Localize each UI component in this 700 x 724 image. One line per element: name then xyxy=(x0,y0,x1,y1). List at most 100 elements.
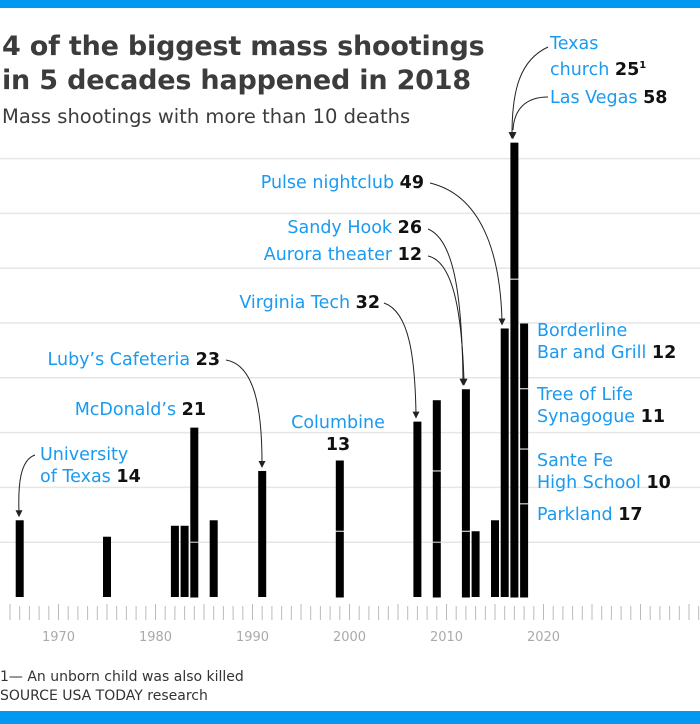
footnote-marker: 1 xyxy=(639,60,647,71)
annotation-tree-of-life: Tree of Life Synagogue 11 xyxy=(537,384,665,428)
bar-segment xyxy=(190,427,199,542)
annotation-arrow xyxy=(429,182,503,321)
label-name: church xyxy=(550,60,610,80)
arrowhead-icon xyxy=(15,510,23,518)
label-value: 21 xyxy=(181,400,206,420)
label-value: 26 xyxy=(397,218,422,238)
bar-segment xyxy=(461,389,470,531)
annotation-parkland: Parkland 17 xyxy=(537,504,643,526)
annotation-mcdonalds: McDonald’s 21 xyxy=(75,399,206,421)
title-line-1: 4 of the biggest mass shootings xyxy=(2,31,485,62)
arrowhead-icon xyxy=(412,411,420,419)
bar-segment xyxy=(103,536,111,597)
bar-segment xyxy=(258,470,267,597)
arrowhead-icon xyxy=(509,132,517,140)
label-value: 49 xyxy=(399,173,424,193)
annotation-santa-fe: Sante Fe High School 10 xyxy=(537,450,671,494)
annotation-las-vegas: Las Vegas 58 xyxy=(550,87,667,109)
x-tick-label: 1990 xyxy=(236,630,269,645)
label-name: Luby’s Cafeteria xyxy=(47,350,191,370)
annotation-sandy-hook: Sandy Hook 26 xyxy=(287,217,422,239)
annotation-borderline: Borderline Bar and Grill 12 xyxy=(537,320,676,364)
label-name: Synagogue xyxy=(537,407,636,427)
x-tick-label: 1970 xyxy=(42,630,75,645)
title-line-2: in 5 decades happened in 2018 xyxy=(2,65,471,96)
label-name: Borderline xyxy=(537,321,628,341)
label-value: 17 xyxy=(618,505,643,525)
label-name: Sante Fe xyxy=(537,451,613,471)
label-name: Bar and Grill xyxy=(537,343,647,363)
x-tick-label: 2010 xyxy=(430,630,463,645)
annotation-columbine: Columbine 13 xyxy=(284,412,392,456)
label-name: Aurora theater xyxy=(263,245,393,265)
chart-title: 4 of the biggest mass shootings in 5 dec… xyxy=(2,30,485,98)
label-value: 14 xyxy=(116,467,141,487)
bar-segment xyxy=(432,471,441,542)
arrowhead-icon xyxy=(498,318,506,326)
bar-segment xyxy=(500,328,509,597)
bar-segment xyxy=(15,520,24,597)
arrowhead-icon xyxy=(258,460,266,468)
label-name: Parkland xyxy=(537,505,613,525)
top-accent-bar xyxy=(0,0,700,8)
label-value: 10 xyxy=(646,473,671,493)
label-name: Tree of Life xyxy=(537,385,633,405)
x-tick-label: 2020 xyxy=(527,630,560,645)
x-axis: 1970 1980 1990 2000 2010 2020 xyxy=(9,604,700,645)
bar-segment xyxy=(510,142,519,279)
chart-subtitle: Mass shootings with more than 10 deaths xyxy=(2,105,411,128)
bar-segment xyxy=(413,421,422,597)
arrowhead-icon xyxy=(460,378,468,386)
annotation-texas-church: Texas church 251 xyxy=(550,33,646,81)
label-value: 32 xyxy=(355,293,380,313)
bar-segment xyxy=(491,520,499,597)
x-tick-label: 2000 xyxy=(333,630,366,645)
annotation-arrow xyxy=(225,359,263,463)
label-name: Virginia Tech xyxy=(239,293,351,313)
source-note: SOURCE USA TODAY research xyxy=(0,688,208,704)
bars xyxy=(15,142,529,598)
annotation-arrows xyxy=(15,46,549,518)
label-value: 12 xyxy=(651,343,677,363)
gridlines xyxy=(0,157,700,543)
annotation-arrow xyxy=(427,255,465,381)
label-name: McDonald’s xyxy=(74,400,177,420)
annotation-aurora: Aurora theater 12 xyxy=(264,244,422,266)
bar-segment xyxy=(471,531,480,597)
label-value: 12 xyxy=(397,245,422,265)
annotation-arrow xyxy=(511,46,549,135)
footnote: 1— An unborn child was also killed xyxy=(0,669,244,685)
label-name: of Texas xyxy=(40,467,111,487)
bar-segment xyxy=(520,389,529,449)
label-name: Pulse nightclub xyxy=(260,173,395,193)
bar-segment xyxy=(335,460,344,531)
bar-segment xyxy=(520,504,529,598)
label-name: Texas xyxy=(550,34,599,54)
annotation-pulse: Pulse nightclub 49 xyxy=(261,172,424,194)
label-name: High School xyxy=(537,473,641,493)
bar-segment xyxy=(190,542,199,598)
label-value: 13 xyxy=(325,435,351,455)
annotation-arrow xyxy=(383,302,417,414)
bar-segment xyxy=(520,449,529,504)
bar-segment xyxy=(461,531,470,598)
annotation-lubys: Luby’s Cafeteria 23 xyxy=(48,349,220,371)
label-name: Sandy Hook xyxy=(287,218,393,238)
bar-segment xyxy=(520,323,529,389)
bar-segment xyxy=(510,279,519,598)
label-name: Columbine xyxy=(291,413,385,433)
annotation-arrow xyxy=(427,228,464,381)
bar-segment xyxy=(335,531,344,598)
bar-segment xyxy=(432,542,441,598)
bottom-accent-bar xyxy=(0,711,700,724)
bar-segment xyxy=(432,400,441,471)
label-value: 58 xyxy=(643,88,668,108)
label-name: Las Vegas xyxy=(550,88,638,108)
annotation-arrow xyxy=(18,454,36,513)
x-tick-label: 1980 xyxy=(139,630,172,645)
annotation-virginia-tech: Virginia Tech 32 xyxy=(239,292,380,314)
bar-segment xyxy=(209,520,218,597)
annotation-arrow xyxy=(512,96,549,131)
label-name: University xyxy=(40,445,129,465)
annotation-university-of-texas: University of Texas 14 xyxy=(40,444,141,488)
